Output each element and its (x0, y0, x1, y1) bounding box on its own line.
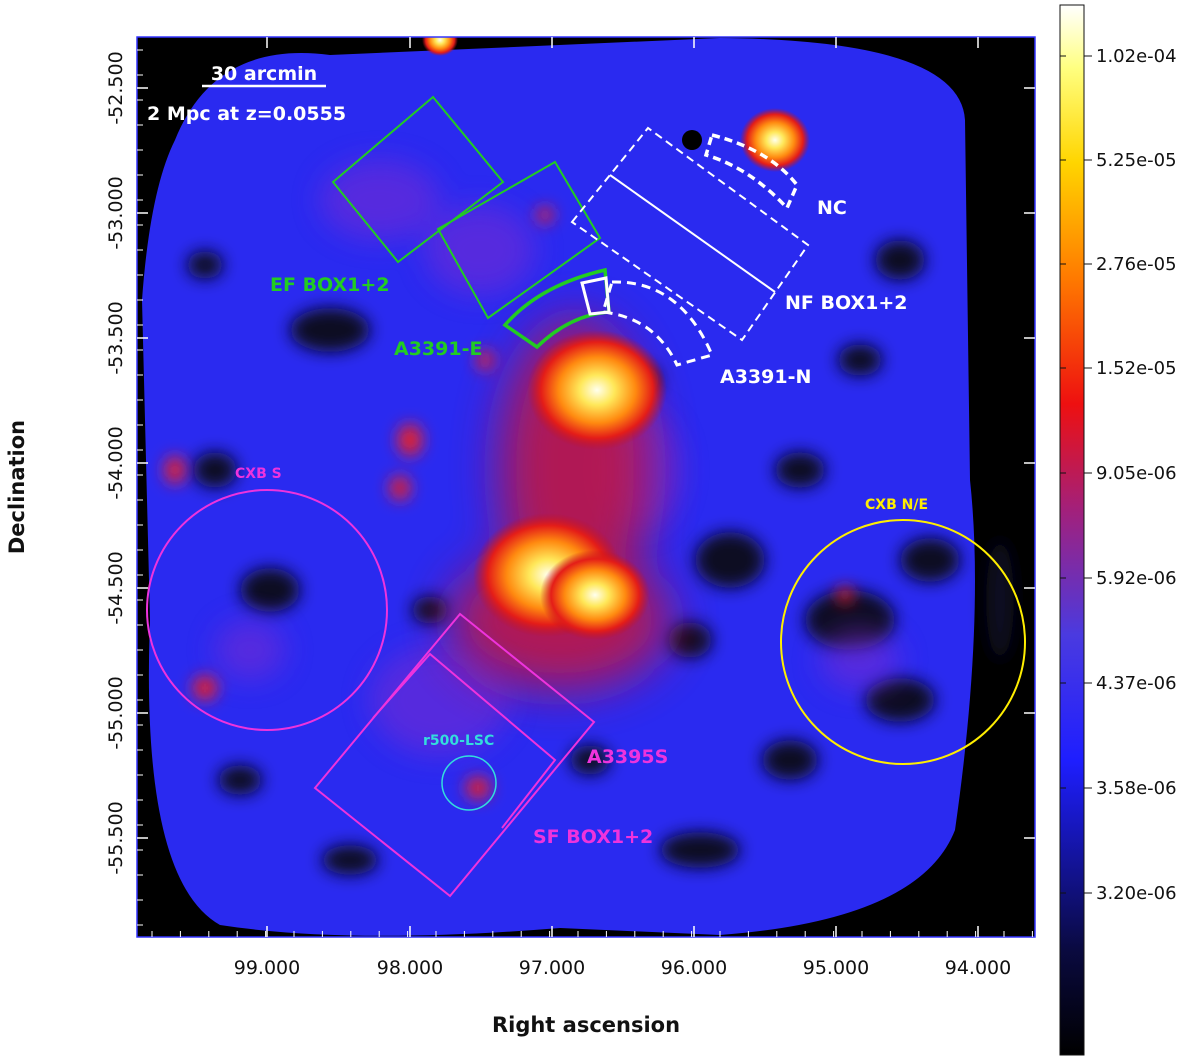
cxb-s-circle (146, 489, 388, 731)
scale-bar: 30 arcmin 2 Mpc at z=0.0555 (147, 63, 346, 125)
a3395s-box-outline (372, 652, 557, 829)
ra-tick-label: 97.000 (519, 957, 585, 979)
xray-image (137, 37, 1035, 937)
dec-tick-label: -55.000 (105, 676, 127, 749)
dec-tick-label: -54.000 (105, 426, 127, 499)
ra-tick-label: 99.000 (234, 957, 300, 979)
ra-tick-label: 95.000 (803, 957, 869, 979)
colorbar-tick-label: 3.58e-06 (1096, 778, 1177, 799)
nf-box-outline (570, 126, 810, 342)
colorbar-tick-label: 5.25e-05 (1096, 150, 1177, 171)
dec-tick-label: -55.500 (105, 801, 127, 874)
dec-tick-label: -53.000 (105, 176, 127, 249)
cxb-ne-circle (780, 519, 1026, 765)
dec-axis: -52.500 -53.000 -53.500 -54.000 -54.500 -55.0… (105, 49, 1035, 926)
image-frame (136, 36, 1036, 938)
dec-tick-label: -54.500 (105, 551, 127, 624)
label-a3395s: A3395S (587, 746, 668, 768)
colorbar-tick-label: 5.92e-06 (1096, 568, 1177, 589)
colorbar-tick-label: 4.37e-06 (1096, 673, 1177, 694)
scale-bar-label-2: 2 Mpc at z=0.0555 (147, 103, 346, 125)
label-sf-box: SF BOX1+2 (533, 826, 653, 848)
colorbar-tick-label: 1.02e-04 (1096, 46, 1177, 67)
label-nc: NC (817, 197, 847, 219)
dec-tick-label: -53.500 (105, 301, 127, 374)
label-r500-lsc: r500-LSC (423, 733, 494, 749)
dec-tick-label: -52.500 (105, 51, 127, 124)
ra-axis: 99.000 98.000 97.000 96.000 95.000 94.000 (151, 37, 1033, 979)
x-axis-title: Right ascension (492, 1013, 680, 1037)
colorbar-tick-label: 2.76e-05 (1096, 254, 1177, 275)
ra-tick-label: 94.000 (945, 957, 1011, 979)
label-nf-box: NF BOX1+2 (785, 292, 907, 314)
colorbar-tick-label: 3.20e-06 (1096, 883, 1177, 904)
nc-outline (703, 132, 800, 212)
label-ef-box: EF BOX1+2 (270, 274, 390, 296)
region-overlays (146, 95, 1026, 898)
nf-box-divider (609, 174, 776, 293)
a3391-n-outline (601, 280, 715, 367)
label-a3391-n: A3391-N (720, 366, 811, 388)
label-cxb-ne: CXB N/E (865, 497, 928, 513)
label-cxb-s: CXB S (235, 466, 282, 482)
region-labels: NC NF BOX1+2 A3391-N EF BOX1+2 A3391-E C… (235, 197, 928, 848)
label-a3391-e: A3391-E (394, 338, 482, 360)
sf-box-outline (313, 612, 596, 898)
scale-bar-label-1: 30 arcmin (211, 63, 317, 85)
r500-lsc-circle (441, 755, 497, 811)
colorbar-tick-label: 9.05e-06 (1096, 463, 1177, 484)
colorbar-tick-label: 1.52e-05 (1096, 358, 1177, 379)
ef-box-2-outline (436, 160, 602, 320)
ef-box-1-outline (331, 95, 505, 264)
colorbar: 1.02e-04 5.25e-05 2.76e-05 1.52e-05 9.05e-06… (1059, 4, 1177, 1056)
y-axis-title: Declination (5, 420, 29, 554)
a3391-n-inner (580, 276, 611, 316)
ra-tick-label: 98.000 (377, 957, 443, 979)
ra-tick-label: 96.000 (661, 957, 727, 979)
